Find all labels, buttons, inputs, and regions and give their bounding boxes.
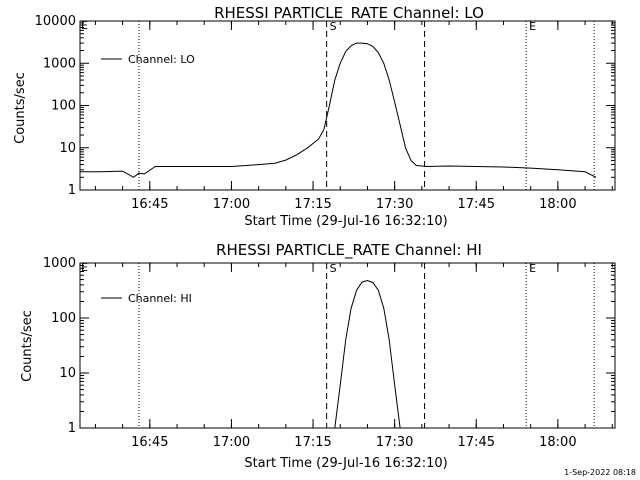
data-series-line [334, 279, 401, 429]
x-tick-label: 17:15 [294, 435, 331, 450]
plot-frame [79, 262, 616, 429]
chart-marks: 1 10 100 1000 10000 16:45 17:00 17:15 17:30 17:45… [35, 14, 616, 212]
y-tick-label: 10 [59, 366, 76, 381]
event-marker-label: S [330, 262, 337, 275]
chart-marks: 1 10 100 1000 16:45 17:00 17:15 17:30 17:45 18:00… [43, 256, 616, 450]
panel-title: RHESSI PARTICLE_RATE Channel: LO [214, 4, 484, 23]
y-axis-label: Counts/sec [13, 72, 28, 144]
lo-channel-panel: RHESSI PARTICLE_RATE Channel: LO Start T… [13, 4, 616, 229]
corner-label-left: E [81, 261, 88, 274]
x-tick-label: 17:30 [376, 435, 413, 450]
data-series-line [80, 42, 597, 178]
legend-label: Channel: HI [128, 292, 192, 305]
corner-label-left: E [81, 19, 88, 32]
x-tick-label: 16:45 [131, 197, 168, 212]
x-tick-label: 17:00 [213, 435, 250, 450]
x-tick-label: 17:15 [294, 197, 331, 212]
event-marker-label: E [529, 262, 536, 275]
x-tick-label: 17:45 [458, 435, 495, 450]
y-tick-label: 1 [68, 421, 76, 436]
x-tick-label: 18:00 [539, 435, 576, 450]
y-axis-label: Counts/sec [20, 310, 35, 382]
y-tick-label: 1000 [43, 56, 76, 71]
y-tick-label: 1000 [43, 256, 76, 271]
x-tick-label: 18:00 [539, 197, 576, 212]
x-tick-label: 16:45 [131, 435, 168, 450]
event-marker-label: E [529, 20, 536, 33]
y-tick-label: 10 [59, 141, 76, 156]
legend-label: Channel: LO [128, 53, 195, 66]
x-tick-label: 17:30 [376, 197, 413, 212]
event-marker-label: S [330, 20, 337, 33]
hi-channel-panel: RHESSI PARTICLE_RATE Channel: HI Start T… [20, 241, 616, 471]
x-axis-label: Start Time (29-Jul-16 16:32:10) [244, 456, 447, 471]
y-tick-label: 100 [51, 99, 76, 114]
footer-date: 1-Sep-2022 08:18 [564, 468, 636, 477]
panel-title: RHESSI PARTICLE_RATE Channel: HI [216, 241, 482, 260]
y-tick-label: 10000 [35, 14, 76, 29]
x-tick-label: 17:45 [458, 197, 495, 212]
y-tick-label: 1 [68, 183, 76, 198]
x-tick-label: 17:00 [213, 197, 250, 212]
x-axis-label: Start Time (29-Jul-16 16:32:10) [244, 214, 447, 229]
y-tick-label: 100 [51, 311, 76, 326]
